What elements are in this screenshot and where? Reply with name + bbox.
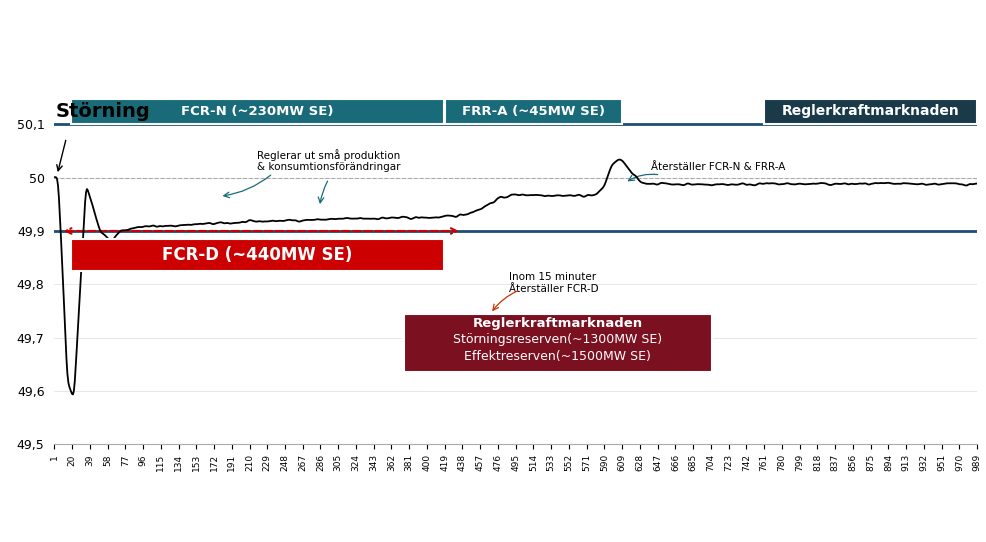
Text: Störning: Störning bbox=[55, 102, 150, 121]
Text: Frekvens: Frekvens bbox=[480, 101, 530, 111]
Text: Reglerar ut störning: Reglerar ut störning bbox=[147, 246, 251, 256]
FancyBboxPatch shape bbox=[71, 99, 444, 124]
Text: Reglerkraftmarknaden: Reglerkraftmarknaden bbox=[472, 317, 642, 330]
Text: Effektreserven(~1500MW SE): Effektreserven(~1500MW SE) bbox=[463, 350, 651, 363]
Text: Reglerkraftmarknaden: Reglerkraftmarknaden bbox=[781, 105, 958, 119]
Text: Störningsreserven(~1300MW SE): Störningsreserven(~1300MW SE) bbox=[453, 333, 662, 346]
FancyBboxPatch shape bbox=[71, 239, 444, 271]
Text: Återställer FCR-N & FRR-A: Återställer FCR-N & FRR-A bbox=[651, 162, 785, 172]
Text: Reglerar ut små produktion
& konsumtionsförändringar: Reglerar ut små produktion & konsumtions… bbox=[256, 149, 400, 172]
Text: Inom 15 minuter
Återställer FCR-D: Inom 15 minuter Återställer FCR-D bbox=[509, 273, 599, 294]
FancyBboxPatch shape bbox=[763, 99, 976, 124]
FancyBboxPatch shape bbox=[445, 99, 621, 124]
Text: FCR-D (~440MW SE): FCR-D (~440MW SE) bbox=[162, 246, 352, 264]
Text: FCR-N (~230MW SE): FCR-N (~230MW SE) bbox=[181, 105, 333, 118]
Text: FRR-A (~45MW SE): FRR-A (~45MW SE) bbox=[461, 105, 604, 118]
FancyBboxPatch shape bbox=[403, 314, 711, 372]
